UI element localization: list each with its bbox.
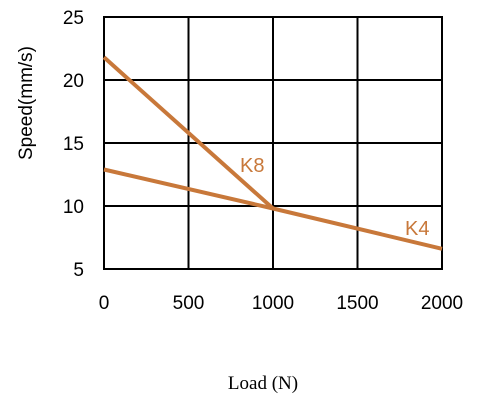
y-tick-label: 10 (63, 197, 84, 218)
x-tick-label: 1500 (336, 293, 378, 314)
y-tick-label: 20 (63, 71, 84, 92)
x-tick-labels: 0 500 1000 1500 2000 (99, 293, 463, 314)
y-tick-label: 15 (63, 134, 84, 155)
series-line-k4 (103, 167, 443, 251)
series-label-k8: K8 (240, 155, 264, 177)
x-tick-label: 0 (99, 293, 110, 314)
series-group: K8 K4 (102, 55, 443, 251)
x-tick-label: 1000 (252, 293, 294, 314)
y-axis-label: Speed(mm/s) (16, 46, 37, 160)
x-tick-label: 2000 (421, 293, 463, 314)
series-label-k4: K4 (405, 218, 429, 240)
plot-frame (103, 16, 443, 270)
grid-lines (103, 16, 443, 270)
y-tick-labels: 5 10 15 20 25 (63, 8, 84, 281)
series-line-k8 (102, 55, 275, 210)
x-axis-label: Load (N) (228, 373, 298, 394)
y-tick-label: 25 (63, 8, 84, 29)
x-tick-label: 500 (173, 293, 205, 314)
y-tick-label: 5 (73, 260, 84, 281)
